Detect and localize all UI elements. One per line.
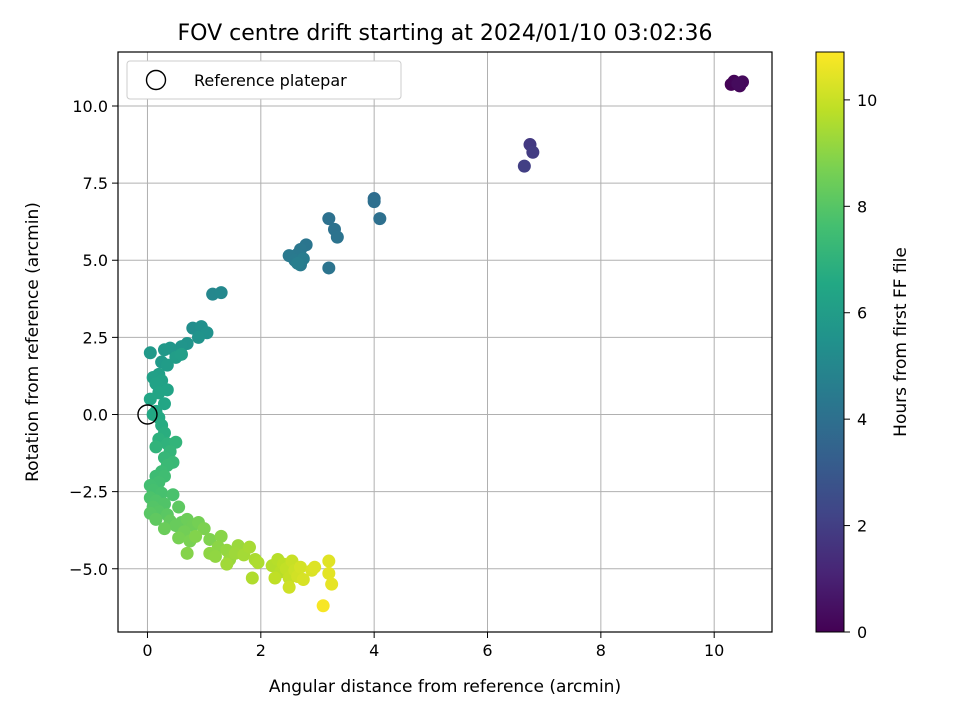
- chart-title: FOV centre drift starting at 2024/01/10 …: [178, 21, 713, 46]
- data-point: [251, 556, 265, 570]
- y-axis-label: Rotation from reference (arcmin): [23, 202, 43, 482]
- data-point: [208, 549, 222, 563]
- data-point: [214, 529, 228, 543]
- data-point: [203, 532, 217, 546]
- x-tick-label: 8: [596, 641, 606, 660]
- data-point: [180, 546, 194, 560]
- y-axis-ticks: −5.0 −2.5 0.0 2.5 5.0 7.5 10.0: [69, 97, 118, 579]
- x-axis-ticks: 0 2 4 6 8 10: [142, 632, 724, 660]
- colorbar-tick-label: 10: [857, 91, 877, 110]
- data-point: [157, 343, 171, 357]
- reference-platepar-marker: [137, 404, 158, 425]
- y-tick-label: 10.0: [72, 97, 108, 116]
- data-point: [172, 500, 186, 514]
- colorbar-gradient: [815, 51, 845, 633]
- y-tick-label: 5.0: [83, 251, 108, 270]
- data-point: [191, 330, 205, 344]
- data-point: [214, 286, 228, 300]
- colorbar-ticks: 0 2 4 6 8 10: [844, 91, 877, 642]
- data-point: [373, 212, 387, 226]
- data-point: [293, 560, 307, 574]
- grid-lines: [118, 52, 772, 632]
- x-tick-label: 6: [482, 641, 492, 660]
- x-tick-label: 10: [704, 641, 724, 660]
- data-point: [322, 212, 336, 226]
- data-point: [149, 440, 163, 454]
- x-tick-label: 2: [256, 641, 266, 660]
- data-point: [296, 573, 310, 587]
- reference-point: [137, 404, 158, 425]
- legend-box: [126, 60, 402, 100]
- data-point: [325, 577, 339, 591]
- data-point: [157, 522, 171, 536]
- data-point: [172, 531, 186, 545]
- colorbar-label: Hours from first FF file: [891, 247, 911, 437]
- data-point: [282, 580, 296, 594]
- data-point: [149, 512, 163, 526]
- legend-open-circle-icon: [145, 69, 167, 91]
- y-tick-label: 7.5: [83, 174, 108, 193]
- data-point: [245, 571, 259, 585]
- y-tick-label: 2.5: [83, 328, 108, 347]
- colorbar-tick-label: 4: [857, 410, 867, 429]
- data-point: [143, 392, 157, 406]
- data-point: [367, 195, 381, 209]
- colorbar-tick-label: 8: [857, 197, 867, 216]
- data-point: [174, 347, 188, 361]
- colorbar-tick-label: 6: [857, 304, 867, 323]
- data-point: [189, 529, 203, 543]
- data-point: [517, 159, 531, 173]
- data-point: [330, 230, 344, 244]
- data-points: [143, 74, 750, 613]
- data-point: [322, 261, 336, 275]
- data-point: [220, 557, 234, 571]
- data-point: [731, 77, 745, 91]
- data-point: [143, 346, 157, 360]
- y-tick-label: −5.0: [69, 560, 108, 579]
- x-axis-label: Angular distance from reference (arcmin): [269, 677, 621, 697]
- legend-label: Reference platepar: [194, 71, 347, 90]
- plot-frame: [117, 51, 773, 633]
- legend: Reference platepar: [126, 60, 402, 100]
- data-point: [291, 256, 305, 270]
- y-tick-label: −2.5: [69, 483, 108, 502]
- colorbar-tick-label: 0: [857, 623, 867, 642]
- data-point: [322, 566, 336, 580]
- colorbar-tick-label: 2: [857, 517, 867, 536]
- data-point: [526, 145, 540, 159]
- data-point: [160, 358, 174, 372]
- data-point: [322, 554, 336, 568]
- x-tick-label: 4: [369, 641, 379, 660]
- x-tick-label: 0: [142, 641, 152, 660]
- data-point: [308, 560, 322, 574]
- data-point: [268, 571, 282, 585]
- data-point: [197, 522, 211, 536]
- data-point: [242, 540, 256, 554]
- data-point: [316, 599, 330, 613]
- colorbar: 0 2 4 6 8 10 Hours from first FF file: [815, 51, 911, 642]
- data-point: [157, 397, 171, 411]
- data-point: [166, 488, 180, 502]
- y-tick-label: 0.0: [83, 406, 108, 425]
